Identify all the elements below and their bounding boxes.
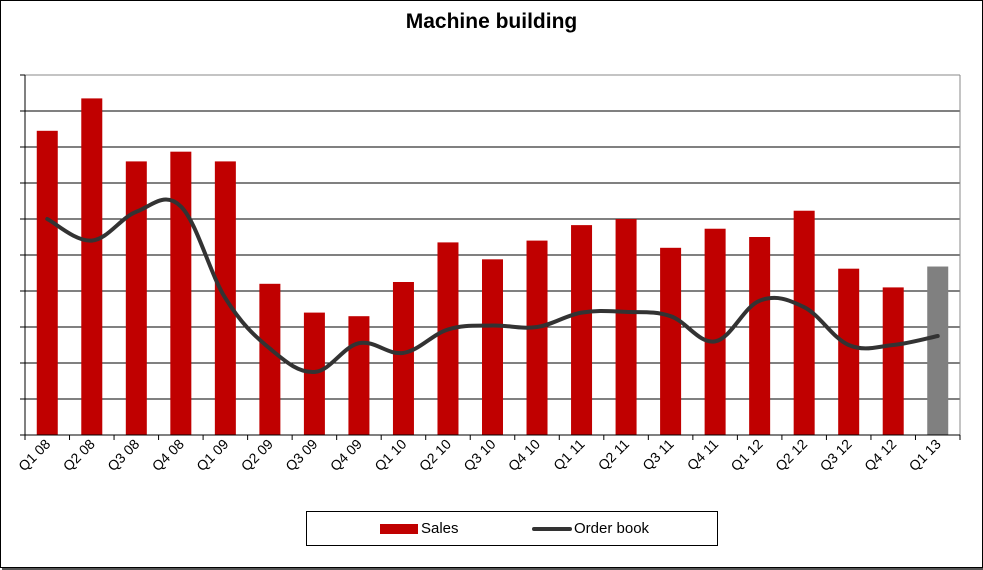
bar-sales [125,161,147,435]
point-order-book [581,312,583,314]
x-tick-label: Q2 11 [595,436,633,474]
bar-sales [615,219,637,435]
x-tick-label: Q3 08 [104,436,142,474]
x-tick-label: Q4 12 [861,436,899,474]
bar-sales [348,316,370,435]
x-tick-label: Q2 10 [416,436,454,474]
bar-sales [526,240,548,435]
point-order-book [492,325,493,327]
x-tick-labels: Q1 08 Q2 08 Q3 08 Q4 08 Q1 09 Q2 09 Q3 09 Q4 09… [15,436,944,474]
bar-sales [927,266,949,435]
legend-item-sales: Sales [380,512,459,545]
bar-sales [660,247,682,435]
x-tick-label: Q1 08 [15,436,53,474]
bar-sales [36,130,58,436]
legend-label-order-book: Order book [574,520,650,537]
point-order-book [224,297,226,299]
point-order-book [180,205,182,207]
bar-sales [392,282,414,435]
point-order-book [670,315,672,317]
point-order-book [269,348,271,350]
x-tick-label: Q4 08 [149,436,187,474]
bar-sales [749,237,771,435]
point-order-book [536,326,538,328]
legend-label-sales: Sales [421,520,459,537]
bar-sales [437,242,459,435]
point-order-book [848,344,850,346]
axes [20,74,961,440]
x-tick-label: Q1 09 [193,436,231,474]
x-tick-label: Q1 10 [371,436,409,474]
bar-sales [838,268,860,435]
x-tick-label: Q4 11 [684,436,722,474]
x-tick-label: Q1 11 [550,436,588,474]
point-order-book [313,371,315,373]
point-order-book [46,218,48,220]
x-tick-label: Q1 13 [906,436,944,474]
point-order-book [625,311,627,313]
x-tick-label: Q2 09 [238,436,276,474]
point-order-book [135,211,137,213]
x-tick-label: Q4 10 [505,436,543,474]
point-order-book [447,329,449,331]
sales-bars [36,98,949,436]
bar-sales [81,98,103,436]
point-order-book [714,340,716,342]
point-order-book [759,300,761,302]
bar-sales [571,225,593,435]
x-tick-label: Q4 09 [327,436,365,474]
x-tick-label: Q3 11 [639,436,677,474]
x-tick-label: Q2 08 [60,436,98,474]
x-tick-label: Q3 12 [817,436,855,474]
legend-swatch-order-book [532,526,572,531]
bar-sales [259,283,281,435]
bar-sales [482,259,503,435]
x-tick-label: Q2 12 [772,436,810,474]
legend-swatch-sales [380,523,418,534]
line-order-book [45,197,940,375]
bar-sales [882,287,904,435]
point-order-book [937,335,939,337]
point-order-book [803,306,805,308]
bar-sales [793,210,815,435]
bar-sales [170,151,192,435]
x-tick-label: Q3 09 [282,436,320,474]
order-book-series [45,197,940,375]
bar-sales [704,228,726,435]
chart-title: Machine building [405,10,578,33]
legend-item-order-book: Order book [532,512,649,545]
legend: Sales Order book [306,511,718,546]
x-tick-label: Q3 10 [460,436,498,474]
point-order-book [91,240,93,242]
point-order-book [358,342,360,344]
x-tick-label: Q1 12 [727,436,765,474]
point-order-book [402,352,404,354]
point-order-book [892,344,894,346]
